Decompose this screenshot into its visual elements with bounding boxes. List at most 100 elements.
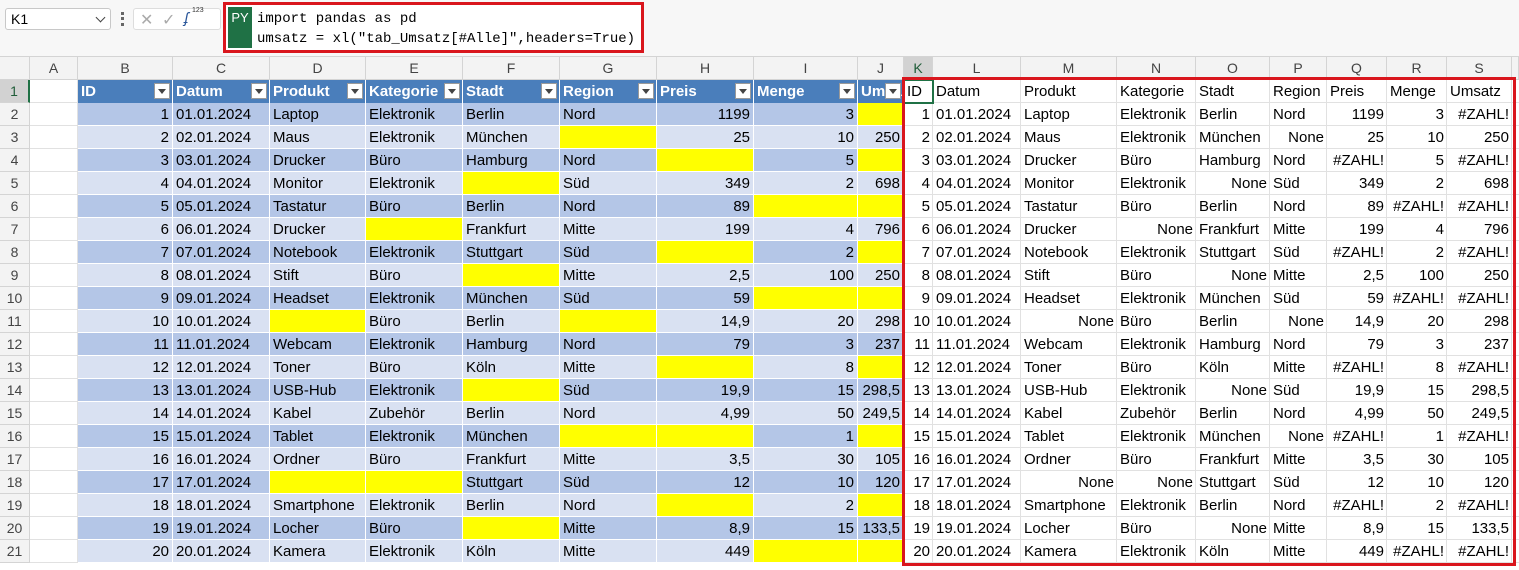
row-header[interactable]: 19 — [0, 494, 30, 517]
table-cell: Frankfurt — [1199, 221, 1260, 238]
col-grid-line — [1116, 80, 1117, 563]
table-cell: Berlin — [1199, 106, 1238, 123]
filter-button[interactable] — [154, 83, 170, 99]
filter-arrow — [642, 89, 650, 94]
row-header[interactable]: 9 — [0, 264, 30, 287]
table-cell: 16.01.2024 — [936, 451, 1012, 468]
column-header[interactable]: E — [366, 57, 463, 80]
table-header: Preis — [657, 80, 754, 103]
table-cell: 2 — [1435, 175, 1444, 192]
empty-cell — [858, 356, 904, 379]
table-cell: #ZAHL! — [1458, 152, 1509, 169]
table-cell: Drucker — [1024, 152, 1077, 169]
column-header[interactable]: A — [30, 57, 78, 80]
table-cell: 250 — [858, 264, 904, 287]
column-header[interactable]: D — [270, 57, 366, 80]
row-header[interactable]: 18 — [0, 471, 30, 494]
table-cell: 19 — [913, 520, 930, 537]
row-header[interactable]: 14 — [0, 379, 30, 402]
row-header[interactable]: 4 — [0, 149, 30, 172]
table-cell: Stuttgart — [1199, 244, 1256, 261]
row-header[interactable]: 11 — [0, 310, 30, 333]
table-cell: Nord — [1273, 497, 1306, 514]
confirm-icon[interactable]: ✓ — [162, 12, 176, 29]
column-header[interactable]: C — [173, 57, 270, 80]
empty-cell — [463, 172, 560, 195]
name-box[interactable]: K1 — [5, 8, 111, 30]
row-header[interactable]: 17 — [0, 448, 30, 471]
table-cell: Elektronik — [366, 379, 463, 402]
table-cell: 199 — [657, 218, 754, 241]
fx-icon[interactable]: ʄ — [184, 10, 189, 27]
table-cell: Maus — [270, 126, 366, 149]
table-cell: Büro — [366, 264, 463, 287]
table-cell: 133,5 — [1471, 520, 1509, 537]
filter-button[interactable] — [885, 83, 901, 99]
row-header[interactable]: 3 — [0, 126, 30, 149]
table-cell: 2 — [1435, 244, 1444, 261]
row-header[interactable]: 20 — [0, 517, 30, 540]
table-cell: Mitte — [1273, 267, 1306, 284]
row-header[interactable]: 15 — [0, 402, 30, 425]
table-cell: 05.01.2024 — [936, 198, 1012, 215]
empty-cell — [858, 103, 904, 126]
table-cell: Frankfurt — [1199, 451, 1260, 468]
table-cell: Kamera — [270, 540, 366, 563]
row-header[interactable]: 21 — [0, 540, 30, 563]
column-header[interactable]: J — [858, 57, 904, 80]
col-grid-line — [1195, 80, 1196, 563]
table-cell: 2 — [754, 172, 858, 195]
table-cell: 04.01.2024 — [936, 175, 1012, 192]
table-cell: #ZAHL! — [1458, 106, 1509, 123]
table-cell: 2,5 — [1363, 267, 1384, 284]
table-cell: 17.01.2024 — [173, 471, 270, 494]
row-header[interactable]: 2 — [0, 103, 30, 126]
row-header[interactable]: 6 — [0, 195, 30, 218]
col-grid-line — [1386, 80, 1387, 563]
table-cell: Süd — [1273, 474, 1300, 491]
worksheet: A B C D E F G H I J K L M N O P Q R S 1 2 3 4 5 6 7 8 9 10 11 12 13 14 15… — [0, 57, 1519, 570]
table-header: Kategorie — [1120, 83, 1185, 100]
table-cell: Ordner — [270, 448, 366, 471]
filter-button[interactable] — [347, 83, 363, 99]
filter-button[interactable] — [638, 83, 654, 99]
filter-button[interactable] — [839, 83, 855, 99]
table-cell: Nord — [1273, 152, 1306, 169]
column-header[interactable]: B — [78, 57, 173, 80]
filter-button[interactable] — [444, 83, 460, 99]
row-header[interactable]: 13 — [0, 356, 30, 379]
table-cell: Nord — [1273, 106, 1306, 123]
table-cell: Berlin — [463, 402, 560, 425]
table-cell: 105 — [858, 448, 904, 471]
column-header[interactable]: H — [657, 57, 754, 80]
filter-button[interactable] — [735, 83, 751, 99]
table-cell: 15 — [754, 379, 858, 402]
row-header[interactable]: 5 — [0, 172, 30, 195]
row-header[interactable]: 10 — [0, 287, 30, 310]
cancel-icon[interactable]: ✕ — [140, 12, 154, 29]
row-header[interactable]: 1 — [0, 80, 30, 103]
table-header: ID — [78, 80, 173, 103]
filter-button[interactable] — [541, 83, 557, 99]
column-header[interactable]: F — [463, 57, 560, 80]
table-cell: 11.01.2024 — [936, 336, 1010, 353]
table-cell: Süd — [560, 172, 657, 195]
table-cell: 3 — [754, 103, 858, 126]
empty-cell — [858, 195, 904, 218]
row-header[interactable]: 7 — [0, 218, 30, 241]
empty-cell — [657, 425, 754, 448]
column-header[interactable]: G — [560, 57, 657, 80]
table-cell: 698 — [858, 172, 904, 195]
row-header[interactable]: 16 — [0, 425, 30, 448]
table-cell: 4 — [921, 175, 930, 192]
filter-button[interactable] — [251, 83, 267, 99]
row-header[interactable]: 12 — [0, 333, 30, 356]
row-header[interactable]: 8 — [0, 241, 30, 264]
corner[interactable] — [0, 57, 30, 80]
table-cell: 20 — [913, 543, 930, 560]
table-cell: 20 — [754, 310, 858, 333]
formula-line: import pandas as pd — [257, 11, 417, 27]
table-cell: 13.01.2024 — [173, 379, 270, 402]
column-header[interactable]: I — [754, 57, 858, 80]
table-cell: Tablet — [1024, 428, 1065, 445]
